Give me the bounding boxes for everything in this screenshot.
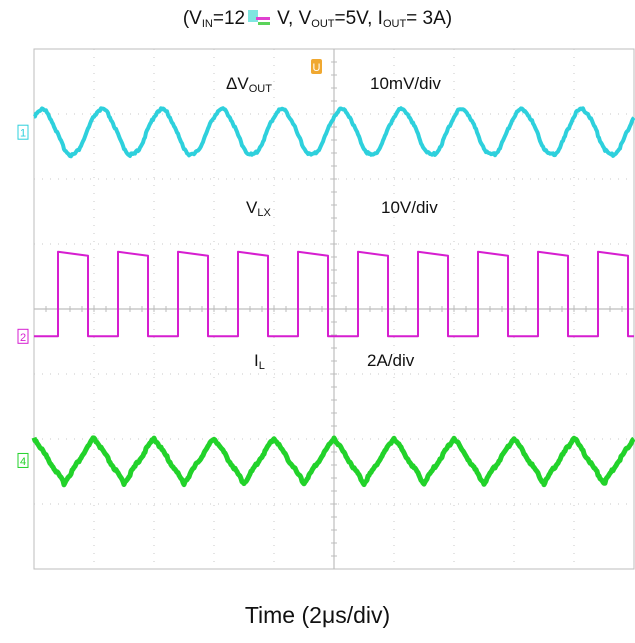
series-scale-il: 2A/div — [367, 351, 415, 370]
plot-grid — [33, 48, 635, 570]
svg-text:U: U — [313, 62, 321, 74]
title-garbled-glyph — [246, 8, 276, 28]
trace-vlx — [34, 250, 634, 338]
series-label-vlx: VLX — [246, 198, 271, 219]
chart-title: (VIN=12 V, VOUT=5V, IOUT= 3A) — [0, 6, 635, 37]
svg-text:1: 1 — [20, 128, 26, 140]
series-label-dvout: ΔVOUT — [226, 74, 272, 95]
trace-dvout — [33, 106, 635, 159]
title-part-iout: OUT= 3A) — [382, 8, 453, 30]
title-part-vout: V, VOUT=5V, I — [277, 8, 383, 30]
plot-traces — [31, 106, 635, 488]
series-scale-vlx: 10V/div — [381, 198, 438, 217]
svg-text:4: 4 — [20, 456, 26, 468]
trigger-marker: U — [311, 59, 322, 74]
trace-il — [31, 435, 635, 488]
channel-markers: 1 2 4 — [17, 124, 29, 468]
channel-marker-4: 4 — [17, 452, 29, 468]
x-axis-label: Time (2μs/div) — [244, 602, 391, 628]
channel-marker-1: 1 — [17, 124, 29, 140]
series-scale-dvout: 10mV/div — [370, 74, 441, 93]
channel-marker-2: 2 — [17, 328, 29, 344]
title-part-vin: (VIN=12 — [182, 8, 246, 30]
series-label-il: IL — [254, 351, 265, 372]
svg-text:2: 2 — [20, 332, 26, 344]
